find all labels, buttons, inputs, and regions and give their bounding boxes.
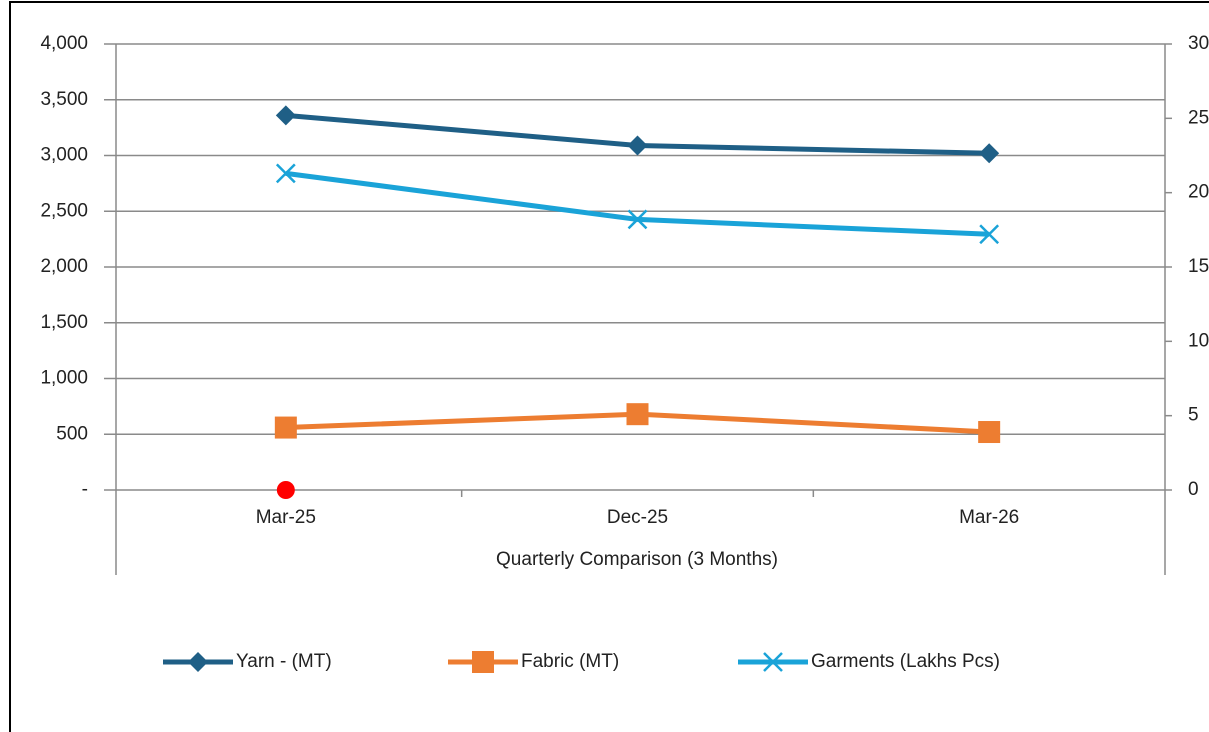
point-marker	[627, 209, 648, 230]
point-marker	[274, 416, 297, 439]
chart-frame	[9, 1, 1209, 732]
legend-marker	[472, 651, 494, 673]
y-tick-label: 2,500	[40, 200, 88, 221]
point-marker	[626, 403, 649, 426]
y2-tick-label: 20	[1188, 182, 1209, 203]
legend-label: Garments (Lakhs Pcs)	[811, 651, 1000, 672]
legend-marker	[188, 652, 208, 672]
point-marker	[627, 135, 648, 156]
y-tick-label: 2,000	[40, 256, 88, 277]
y-tick-label: 1,500	[40, 312, 88, 333]
y2-tick-label: 15	[1188, 256, 1209, 277]
point-marker	[978, 421, 1001, 444]
y2-tick-label: 25	[1188, 107, 1209, 128]
y2-tick-label: 10	[1188, 330, 1209, 351]
y2-tick-label: 0	[1188, 479, 1199, 500]
x-axis-title: Quarterly Comparison (3 Months)	[496, 549, 778, 570]
point-marker	[979, 224, 1000, 245]
y-tick-label: -	[82, 479, 88, 500]
highlight-dot	[276, 481, 295, 499]
y2-tick-label: 30	[1188, 33, 1209, 54]
y-tick-label: 3,500	[40, 89, 88, 110]
legend-label: Yarn - (MT)	[236, 651, 332, 672]
legend-marker	[763, 652, 783, 672]
x-tick-label: Mar-25	[256, 507, 316, 528]
x-tick-label: Dec-25	[607, 507, 668, 528]
x-tick-label: Mar-26	[959, 507, 1019, 528]
y-tick-label: 3,000	[40, 145, 88, 166]
legend-label: Fabric (MT)	[521, 651, 619, 672]
point-marker	[275, 163, 296, 184]
y-tick-label: 1,000	[40, 368, 88, 389]
y-tick-label: 500	[56, 423, 88, 444]
y-tick-label: 4,000	[40, 33, 88, 54]
point-marker	[275, 105, 296, 126]
point-marker	[979, 143, 1000, 164]
y2-tick-label: 5	[1188, 405, 1199, 426]
